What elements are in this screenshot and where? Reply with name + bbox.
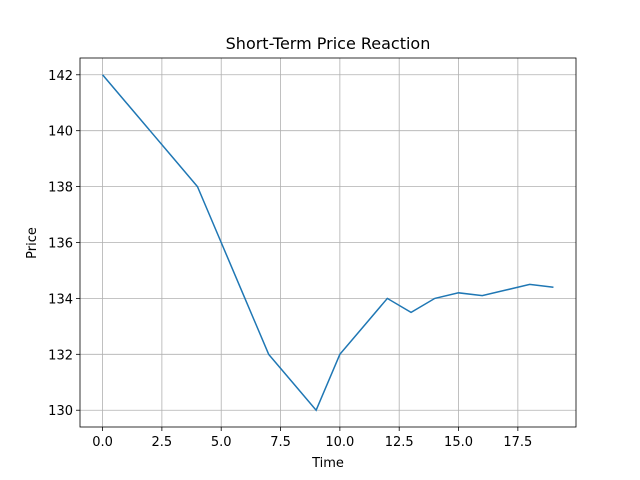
x-tick-label: 17.5 <box>503 435 532 450</box>
x-tick-label: 15.0 <box>444 435 473 450</box>
y-tick-label: 138 <box>48 181 73 196</box>
x-tick-label: 2.5 <box>152 435 173 450</box>
line-series <box>101 74 554 412</box>
y-tick-label: 136 <box>48 237 73 252</box>
y-tick-label: 142 <box>48 69 73 84</box>
x-tick-label: 0.0 <box>92 435 113 450</box>
x-axis-label: Time <box>311 456 344 471</box>
x-tick-label: 12.5 <box>385 435 414 450</box>
x-tick-label: 10.0 <box>325 435 354 450</box>
y-tick-label: 130 <box>48 404 73 419</box>
y-tick-label: 134 <box>48 292 73 307</box>
plot-frame <box>79 57 577 428</box>
chart-title: Short-Term Price Reaction <box>226 34 431 53</box>
x-tick-label: 7.5 <box>270 435 291 450</box>
y-tick-label: 132 <box>48 348 73 363</box>
y-axis-label: Price <box>25 227 40 259</box>
y-tick-label: 140 <box>48 125 73 140</box>
x-tick-label: 5.0 <box>211 435 232 450</box>
